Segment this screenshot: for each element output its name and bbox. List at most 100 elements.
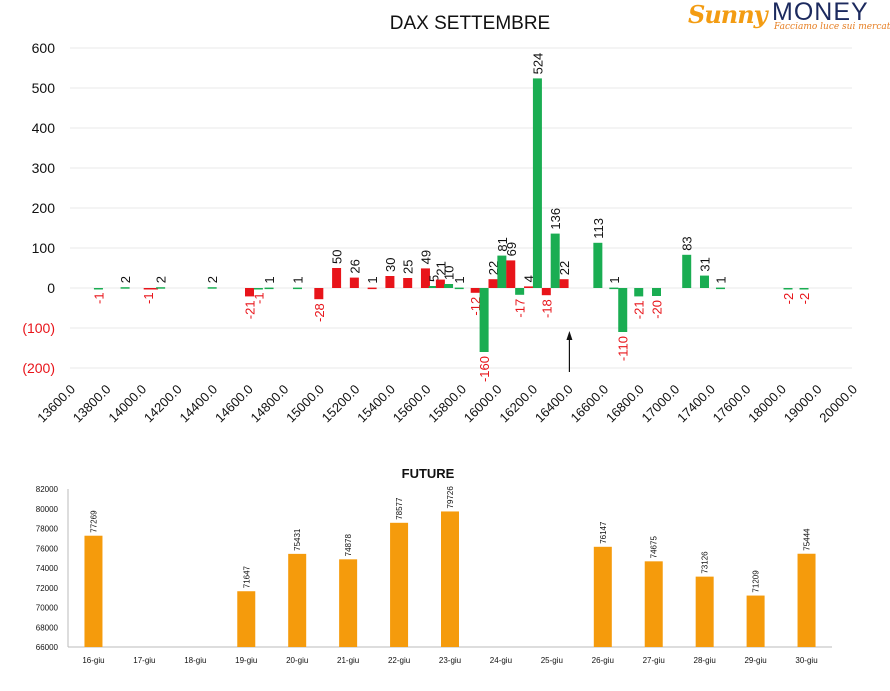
- dax-bar: [428, 286, 438, 288]
- dax-bar: [618, 288, 628, 332]
- dax-bar: [264, 287, 274, 290]
- dax-chart: DAX SETTEMBRE 600 500 400 300 200 100 0 (100) (20…: [22, 13, 860, 425]
- dax-bar: [245, 288, 255, 297]
- dax-bar: [488, 279, 498, 288]
- future-y-tick-label: 82000: [36, 485, 59, 494]
- dax-data-label: -12: [468, 297, 483, 316]
- dax-x-tick-label: 16400.0: [532, 382, 576, 426]
- dax-bar: [497, 255, 507, 288]
- dax-x-tick-label: 16200.0: [496, 382, 540, 426]
- future-y-tick-label: 72000: [36, 584, 59, 593]
- future-x-tick-label: 26-giu: [592, 656, 614, 665]
- future-data-label: 71647: [242, 565, 251, 588]
- dax-bar: [385, 276, 395, 288]
- future-bar: [746, 595, 765, 647]
- dax-bar: [524, 286, 534, 288]
- dax-data-label: 21: [433, 261, 448, 275]
- dax-data-label: 1: [713, 276, 728, 283]
- future-data-label: 71209: [752, 570, 761, 593]
- dax-x-tick-label: 13600.0: [34, 382, 78, 426]
- future-x-tick-label: 18-giu: [184, 656, 206, 665]
- dax-bar: [550, 233, 560, 288]
- dax-y-tick-label: 300: [32, 160, 56, 176]
- dax-bar: [332, 268, 342, 288]
- future-data-label: 75431: [293, 528, 302, 551]
- dax-x-tick-label: 15800.0: [425, 382, 469, 426]
- dax-data-label: -110: [616, 336, 631, 361]
- dax-bar: [652, 288, 661, 296]
- future-y-tick-label: 68000: [36, 623, 59, 632]
- dax-data-label: -2: [781, 293, 796, 305]
- dax-bar: [515, 288, 525, 295]
- dax-x-tick-label: 15600.0: [390, 382, 434, 426]
- future-bar: [84, 535, 103, 647]
- dax-title: DAX SETTEMBRE: [390, 13, 550, 34]
- dax-data-label: 25: [401, 260, 416, 274]
- dax-bar: [444, 284, 454, 288]
- future-bar: [797, 553, 816, 647]
- future-y-tick-label: 76000: [36, 544, 59, 553]
- dax-data-label: 524: [530, 53, 545, 75]
- dax-bar: [143, 288, 153, 290]
- dax-bar: [715, 287, 725, 290]
- dax-y-tick-label: 600: [32, 40, 56, 56]
- dax-x-tick-label: 15200.0: [319, 382, 363, 426]
- dax-data-label: 83: [680, 236, 695, 250]
- dax-x-tick-label: 18000.0: [745, 382, 789, 426]
- future-y-tick-label: 66000: [36, 643, 59, 652]
- dax-x-tick-label: 15400.0: [354, 382, 398, 426]
- dax-data-label: 69: [504, 242, 519, 256]
- future-bar: [441, 511, 459, 647]
- dax-bar: [609, 287, 619, 290]
- dax-data-label: 136: [548, 208, 563, 230]
- dax-x-tick-label: 15000.0: [283, 382, 327, 426]
- dax-data-label: -1: [91, 292, 106, 304]
- dax-bar: [156, 287, 166, 289]
- dax-y-tick-label: (100): [22, 320, 55, 336]
- future-y-tick-label: 70000: [36, 604, 59, 613]
- future-x-tick-label: 17-giu: [133, 656, 155, 665]
- dax-data-label: 31: [697, 257, 712, 271]
- future-data-label: 78577: [395, 497, 404, 520]
- dax-data-label: 22: [557, 261, 572, 275]
- dax-data-label: -18: [539, 299, 554, 318]
- dax-y-tick-label: 400: [32, 120, 56, 136]
- dax-bar: [120, 287, 130, 289]
- dax-data-label: -160: [477, 356, 492, 382]
- dax-bar: [454, 287, 464, 290]
- dax-data-label: 30: [383, 258, 398, 272]
- future-data-label: 77269: [89, 510, 98, 533]
- future-x-tick-label: 24-giu: [490, 656, 512, 665]
- dax-x-tick-label: 16000.0: [461, 382, 505, 426]
- future-bar: [644, 561, 663, 647]
- dax-data-label: -21: [243, 300, 258, 319]
- dax-data-label: 1: [290, 276, 305, 283]
- dax-y-tick-label: 0: [47, 280, 55, 296]
- dax-data-label: 22: [486, 261, 501, 275]
- future-y-tick-label: 74000: [36, 564, 59, 573]
- dax-data-label: 1: [452, 276, 467, 283]
- dax-data-label: 49: [418, 250, 433, 264]
- dax-data-label: 1: [607, 276, 622, 283]
- future-data-label: 76147: [599, 521, 608, 544]
- future-x-tick-label: 19-giu: [235, 656, 257, 665]
- dax-data-label: -21: [632, 300, 647, 319]
- dax-bar: [349, 277, 359, 288]
- dax-data-label: -17: [513, 299, 528, 318]
- dax-x-tick-label: 14200.0: [141, 382, 185, 426]
- dax-data-label: 10: [442, 266, 457, 280]
- dax-x-tick-label: 16800.0: [603, 382, 647, 426]
- dax-y-tick-label: 100: [32, 240, 56, 256]
- future-x-tick-label: 22-giu: [388, 656, 410, 665]
- dax-data-label: 26: [347, 259, 362, 273]
- future-x-tick-label: 20-giu: [286, 656, 308, 665]
- dax-y-tick-label: 200: [32, 200, 56, 216]
- sunny-money-logo: Sunny MONEY Facciamo luce sui mercati: [688, 0, 890, 34]
- dax-bar: [435, 279, 445, 288]
- dax-bar: [93, 288, 103, 290]
- dax-data-label: 2: [118, 276, 133, 283]
- dax-bar: [783, 288, 793, 290]
- dax-x-tick-label: 17600.0: [710, 382, 754, 426]
- future-data-label: 74675: [650, 536, 659, 559]
- dax-data-label: -1: [251, 292, 266, 304]
